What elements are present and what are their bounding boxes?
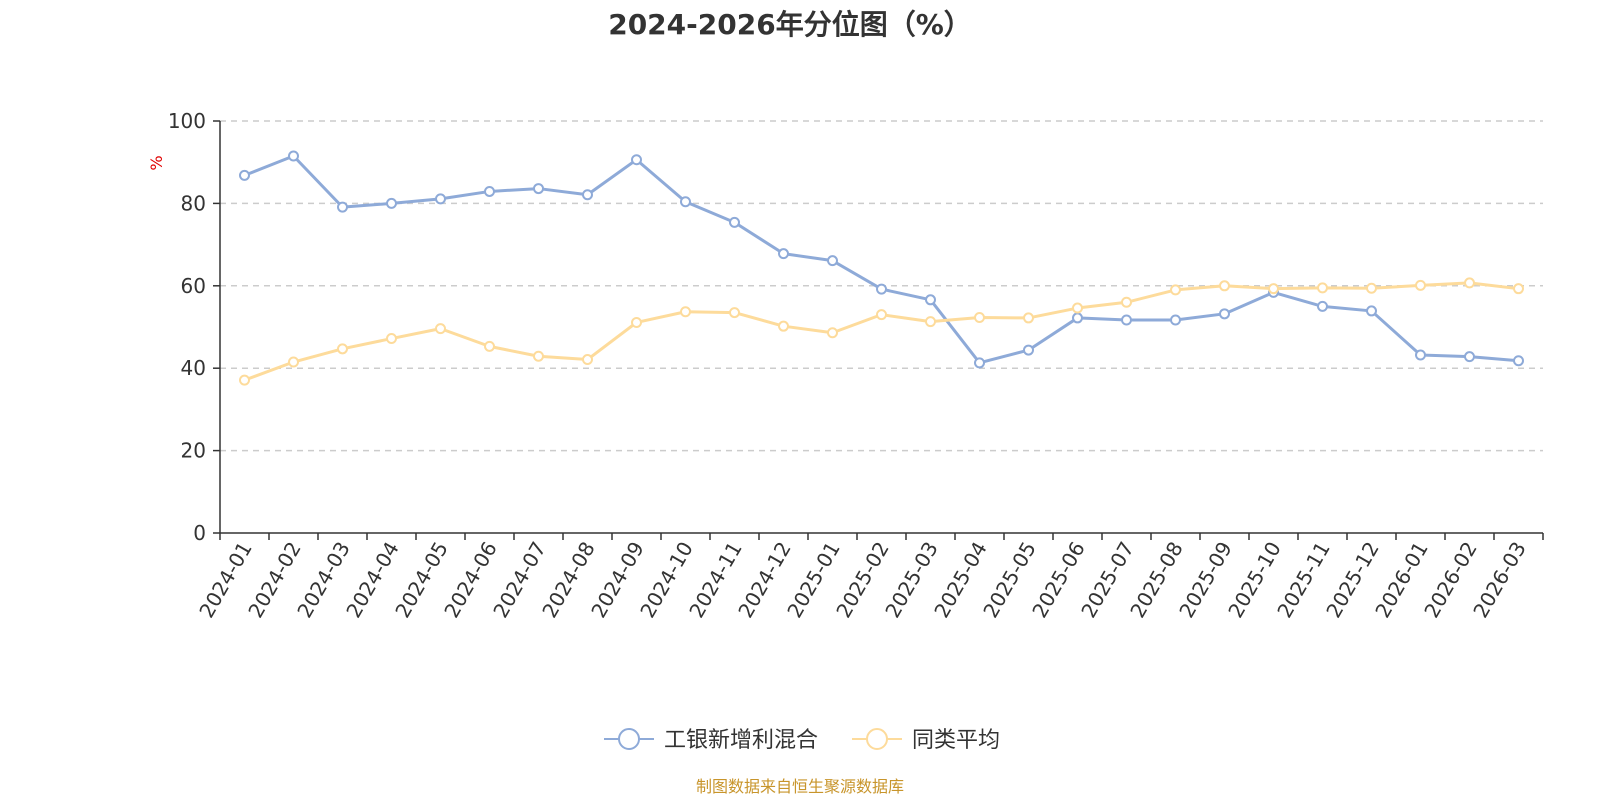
data-point[interactable]: [1317, 300, 1328, 312]
legend-label: 工银新增利混合: [664, 728, 818, 753]
data-point[interactable]: [288, 150, 299, 162]
data-point[interactable]: [1464, 277, 1475, 289]
data-point[interactable]: [1366, 305, 1377, 317]
data-point[interactable]: [239, 169, 250, 181]
series-line: [243, 154, 1519, 365]
legend[interactable]: 工银新增利混合 同类平均: [604, 728, 1000, 753]
data-point[interactable]: [1464, 351, 1475, 363]
legend-item-0[interactable]: 工银新增利混合: [604, 728, 818, 753]
data-point[interactable]: [876, 309, 887, 321]
data-point[interactable]: [288, 356, 299, 368]
data-point[interactable]: [533, 350, 544, 362]
data-point[interactable]: [974, 312, 985, 324]
data-point[interactable]: [386, 333, 397, 345]
chart-title: 2024-2026年分位图（%）: [608, 8, 972, 41]
data-point[interactable]: [1023, 312, 1034, 324]
data-point[interactable]: [435, 323, 446, 335]
data-point[interactable]: [435, 193, 446, 205]
data-point[interactable]: [1366, 282, 1377, 294]
data-point[interactable]: [729, 216, 740, 228]
data-point[interactable]: [1072, 312, 1083, 324]
y-tick-label: 20: [181, 439, 206, 463]
series-1: [239, 277, 1524, 386]
data-point[interactable]: [1415, 279, 1426, 291]
y-axis-unit: %: [147, 155, 166, 170]
data-point[interactable]: [876, 283, 887, 295]
legend-marker: [618, 728, 640, 750]
data-point[interactable]: [582, 189, 593, 201]
data-point[interactable]: [680, 196, 691, 208]
data-point[interactable]: [1268, 283, 1279, 295]
data-point[interactable]: [1023, 344, 1034, 356]
series-0: [239, 150, 1524, 369]
data-point[interactable]: [1219, 280, 1230, 292]
series-lines: [239, 150, 1524, 386]
legend-label: 同类平均: [912, 728, 1000, 753]
data-point[interactable]: [337, 201, 348, 213]
data-point[interactable]: [1219, 308, 1230, 320]
data-point[interactable]: [925, 316, 936, 328]
y-tick-label: 0: [193, 521, 206, 545]
data-point[interactable]: [1317, 282, 1328, 294]
data-point[interactable]: [386, 197, 397, 209]
data-point[interactable]: [484, 340, 495, 352]
data-point[interactable]: [631, 316, 642, 328]
data-point[interactable]: [631, 154, 642, 166]
data-point[interactable]: [1170, 314, 1181, 326]
data-point[interactable]: [778, 320, 789, 332]
data-point[interactable]: [827, 255, 838, 267]
data-point[interactable]: [1513, 355, 1524, 367]
y-tick-label: 80: [181, 191, 206, 215]
series-line: [243, 281, 1519, 382]
y-tick-label: 60: [181, 274, 206, 298]
data-point[interactable]: [1121, 314, 1132, 326]
data-point[interactable]: [484, 185, 495, 197]
data-point[interactable]: [827, 327, 838, 339]
data-point[interactable]: [974, 357, 985, 369]
data-point[interactable]: [1072, 302, 1083, 314]
data-point[interactable]: [1121, 296, 1132, 308]
data-point[interactable]: [1415, 349, 1426, 361]
data-point[interactable]: [1513, 283, 1524, 295]
data-point[interactable]: [680, 306, 691, 318]
axes: 0204060801002024-012024-022024-032024-04…: [168, 109, 1544, 622]
legend-item-1[interactable]: 同类平均: [852, 728, 1000, 753]
y-tick-label: 40: [181, 356, 206, 380]
data-point[interactable]: [925, 294, 936, 306]
data-point[interactable]: [582, 354, 593, 366]
data-point[interactable]: [729, 307, 740, 319]
data-point[interactable]: [337, 343, 348, 355]
legend-marker: [866, 728, 888, 750]
data-source-note: 制图数据来自恒生聚源数据库: [696, 777, 904, 796]
data-point[interactable]: [239, 374, 250, 386]
y-tick-label: 100: [168, 109, 206, 133]
data-point[interactable]: [1170, 284, 1181, 296]
data-point[interactable]: [533, 183, 544, 195]
data-point[interactable]: [778, 248, 789, 260]
